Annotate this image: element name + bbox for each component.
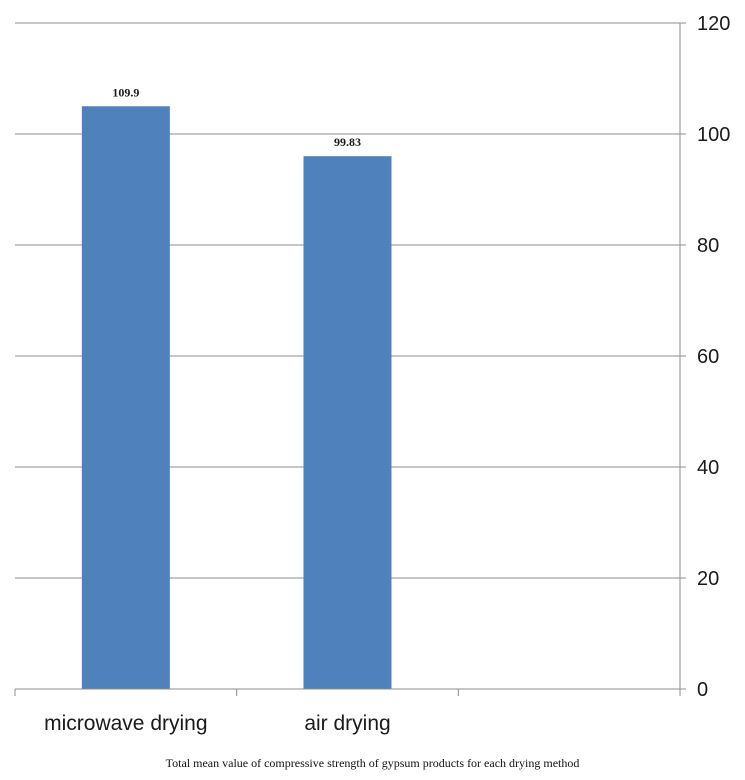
bar: [303, 156, 392, 689]
y-tick-label: 20: [697, 568, 719, 590]
figure-caption: Total mean value of compressive strength…: [165, 756, 580, 770]
x-category-label: microwave drying: [44, 712, 207, 735]
y-tick-label: 0: [697, 679, 708, 701]
y-tick-label: 120: [697, 13, 730, 35]
bar-series: [81, 106, 392, 689]
axes: [14, 22, 686, 696]
y-tick-label: 80: [697, 235, 719, 257]
bar: [81, 106, 170, 689]
y-tick-label: 60: [697, 346, 719, 368]
y-tick-label: 40: [697, 457, 719, 479]
x-category-label: air drying: [304, 712, 390, 735]
labels: 0 20 40 60 80 100 120 109.9 microwave drying 99.8…: [44, 13, 730, 735]
bar-chart: 0 20 40 60 80 100 120 109.9 microwave drying 99.8…: [14, 13, 730, 735]
data-label: 99.83: [334, 135, 361, 149]
data-label: 109.9: [112, 85, 139, 99]
y-tick-label: 100: [697, 124, 730, 146]
